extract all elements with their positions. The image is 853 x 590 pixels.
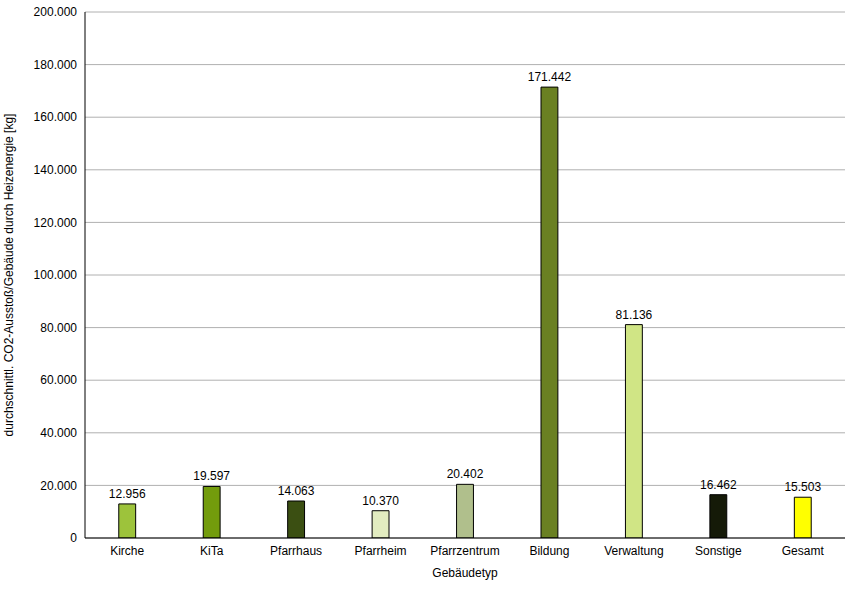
svg-text:durchschnittl. CO2-Ausstoß/Geb: durchschnittl. CO2-Ausstoß/Gebäude durch… xyxy=(8,114,16,437)
svg-text:Gesamt: Gesamt xyxy=(782,544,825,558)
svg-text:140.000: 140.000 xyxy=(34,163,78,177)
svg-text:20.000: 20.000 xyxy=(40,479,77,493)
svg-text:14.063: 14.063 xyxy=(278,484,315,498)
svg-text:KiTa: KiTa xyxy=(200,544,224,558)
svg-text:Verwaltung: Verwaltung xyxy=(604,544,663,558)
svg-text:100.000: 100.000 xyxy=(34,268,78,282)
svg-text:171.442: 171.442 xyxy=(528,70,572,84)
svg-text:180.000: 180.000 xyxy=(34,58,78,72)
svg-text:40.000: 40.000 xyxy=(40,426,77,440)
svg-text:10.370: 10.370 xyxy=(362,494,399,508)
svg-text:Kirche: Kirche xyxy=(110,544,144,558)
svg-text:20.402: 20.402 xyxy=(447,467,484,481)
svg-text:0: 0 xyxy=(70,531,77,545)
svg-text:Pfarrhaus: Pfarrhaus xyxy=(270,544,322,558)
svg-text:160.000: 160.000 xyxy=(34,110,78,124)
svg-text:Sonstige: Sonstige xyxy=(695,544,742,558)
svg-text:Pfarrheim: Pfarrheim xyxy=(355,544,407,558)
svg-text:80.000: 80.000 xyxy=(40,321,77,335)
svg-text:120.000: 120.000 xyxy=(34,216,78,230)
svg-text:16.462: 16.462 xyxy=(700,478,737,492)
svg-text:81.136: 81.136 xyxy=(616,308,653,322)
svg-text:60.000: 60.000 xyxy=(40,373,77,387)
svg-text:19.597: 19.597 xyxy=(193,469,230,483)
svg-text:Gebäudetyp: Gebäudetyp xyxy=(432,566,498,580)
svg-text:12.956: 12.956 xyxy=(109,487,146,501)
svg-text:200.000: 200.000 xyxy=(34,5,78,19)
svg-text:Bildung: Bildung xyxy=(529,544,569,558)
svg-text:15.503: 15.503 xyxy=(784,480,821,494)
svg-text:Pfarrzentrum: Pfarrzentrum xyxy=(430,544,499,558)
